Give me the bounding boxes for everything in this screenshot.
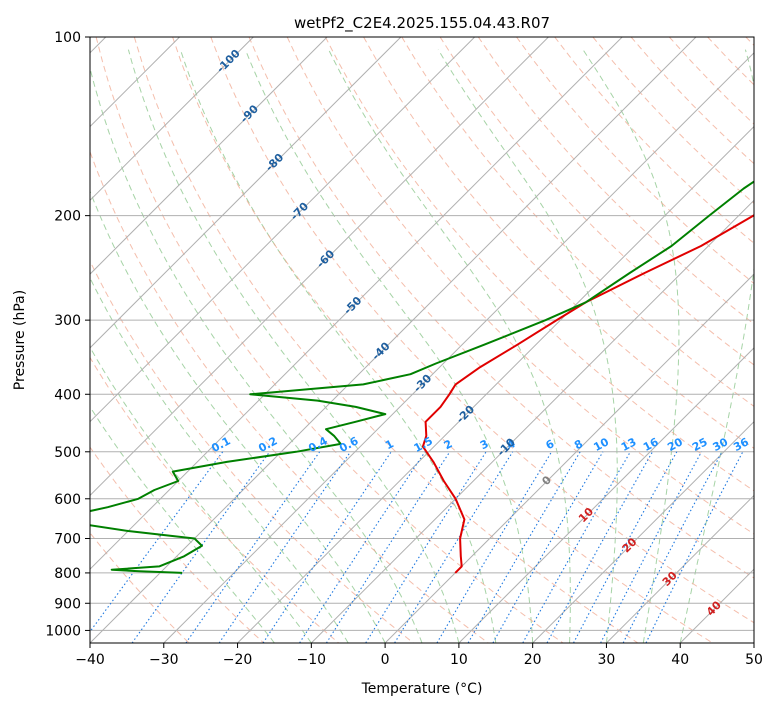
isotherm-line <box>237 125 754 643</box>
x-tick-label: 20 <box>524 652 542 668</box>
mixing-ratio-line <box>365 451 487 643</box>
isotherm-line <box>606 494 754 643</box>
mixing-ratio-line <box>436 451 553 643</box>
mixing-ratio-line <box>185 451 321 643</box>
chart-title: wetPf2_C2E4.2025.155.04.43.R07 <box>294 14 550 33</box>
mixing-ratio-line <box>546 451 653 643</box>
dry-adiabat-line <box>210 37 754 624</box>
sounding-series <box>90 180 754 574</box>
isotherm-line <box>384 273 754 643</box>
y-tick-label: 900 <box>54 596 81 612</box>
moist-adiabat-line <box>328 49 571 643</box>
dry-adiabat-line <box>90 446 265 643</box>
moist-adiabat-line <box>679 49 754 643</box>
isotherm-line <box>90 37 402 349</box>
x-axis-label: Temperature (°C) <box>361 681 483 697</box>
dry-adiabat-line <box>324 37 754 492</box>
x-tick-label: −20 <box>223 652 253 668</box>
moist-adiabat-line <box>127 49 460 643</box>
y-tick-label: 800 <box>54 566 81 582</box>
y-tick-label: 500 <box>54 445 81 461</box>
dewpoint-trace <box>90 180 754 574</box>
x-tick-label: 50 <box>745 652 763 668</box>
mixing-ratio-label: 20 <box>665 435 685 454</box>
isotherm-line <box>90 37 623 570</box>
isotherm-line <box>90 37 476 423</box>
dry-adiabat-line <box>133 37 639 643</box>
moist-adiabat-line <box>582 49 680 643</box>
x-tick-label: −10 <box>297 652 327 668</box>
dry-adiabat-line <box>516 37 754 285</box>
mixing-ratio-line <box>522 451 631 643</box>
x-tick-label: 10 <box>450 652 468 668</box>
y-tick-label: 300 <box>54 313 81 329</box>
isotherm-line <box>90 37 254 202</box>
x-tick-label: −30 <box>149 652 179 668</box>
mixing-ratio-label: 25 <box>690 435 710 454</box>
dry-adiabat-line <box>439 37 754 366</box>
axes: −40 −30 −20 −10 0 10 20 30 40 50 100 200 300 400 500 60… <box>45 30 763 668</box>
moist-adiabat-line <box>179 49 497 643</box>
isotherm-line <box>310 199 754 643</box>
moist-adiabat-line <box>437 49 618 643</box>
plot-frame <box>89 36 755 644</box>
mixing-ratio-line <box>299 451 426 643</box>
x-tick-label: 30 <box>598 652 616 668</box>
dry-adiabat-line <box>90 150 489 643</box>
y-tick-label: 400 <box>54 387 81 403</box>
y-axis-label: Pressure (hPa) <box>12 290 28 390</box>
moist-adiabat-line <box>90 189 386 643</box>
dry-adiabat-line <box>477 37 754 325</box>
mixing-ratio-label: 13 <box>619 435 639 454</box>
mixing-ratio-label: 36 <box>731 435 751 454</box>
plot-area: 0.1 0.2 0.4 0.6 1 1.5 2 3 4 6 8 10 13 16 20 25 30 36-100-… <box>90 37 754 643</box>
mixing-ratio-line <box>600 451 702 643</box>
mixing-ratio-line <box>573 451 678 643</box>
isotherm-line <box>90 37 697 643</box>
mixing-ratio-lines <box>90 451 744 643</box>
x-tick-label: −40 <box>75 652 105 668</box>
moist-adiabat-line <box>90 276 349 643</box>
y-tick-label: 200 <box>54 209 81 225</box>
moist-adiabat-line <box>90 66 423 643</box>
mixing-ratio-line <box>262 451 392 643</box>
temperature-trace <box>421 214 754 574</box>
mixing-ratio-line <box>131 451 271 643</box>
mixing-ratio-line <box>325 451 451 643</box>
moist-adiabat-line <box>244 49 534 643</box>
dry-adiabat-line <box>90 356 339 643</box>
mixing-ratio-label: 16 <box>641 435 661 454</box>
mixing-ratio-line <box>218 451 351 643</box>
y-tick-label: 100 <box>54 30 81 46</box>
isotherm-line <box>90 37 328 275</box>
y-tick-label: 600 <box>54 492 81 508</box>
dry-adiabat-line <box>95 37 564 643</box>
isotherm-line <box>458 347 754 643</box>
mixing-ratio-line <box>90 451 224 633</box>
mixing-ratio-label: 30 <box>711 435 731 454</box>
isotherm-line <box>90 37 549 497</box>
y-tick-label: 700 <box>54 532 81 548</box>
x-tick-label: 40 <box>671 652 689 668</box>
dry-adiabat-line <box>248 37 754 579</box>
mixing-ratio-label: 10 <box>591 435 611 454</box>
y-tick-label: 1000 <box>45 623 81 639</box>
grid-lines <box>90 37 754 643</box>
x-tick-label: 0 <box>381 652 390 668</box>
isotherm-line <box>532 420 754 643</box>
isotherm-line <box>163 52 754 643</box>
mixing-ratio-line <box>645 451 744 643</box>
